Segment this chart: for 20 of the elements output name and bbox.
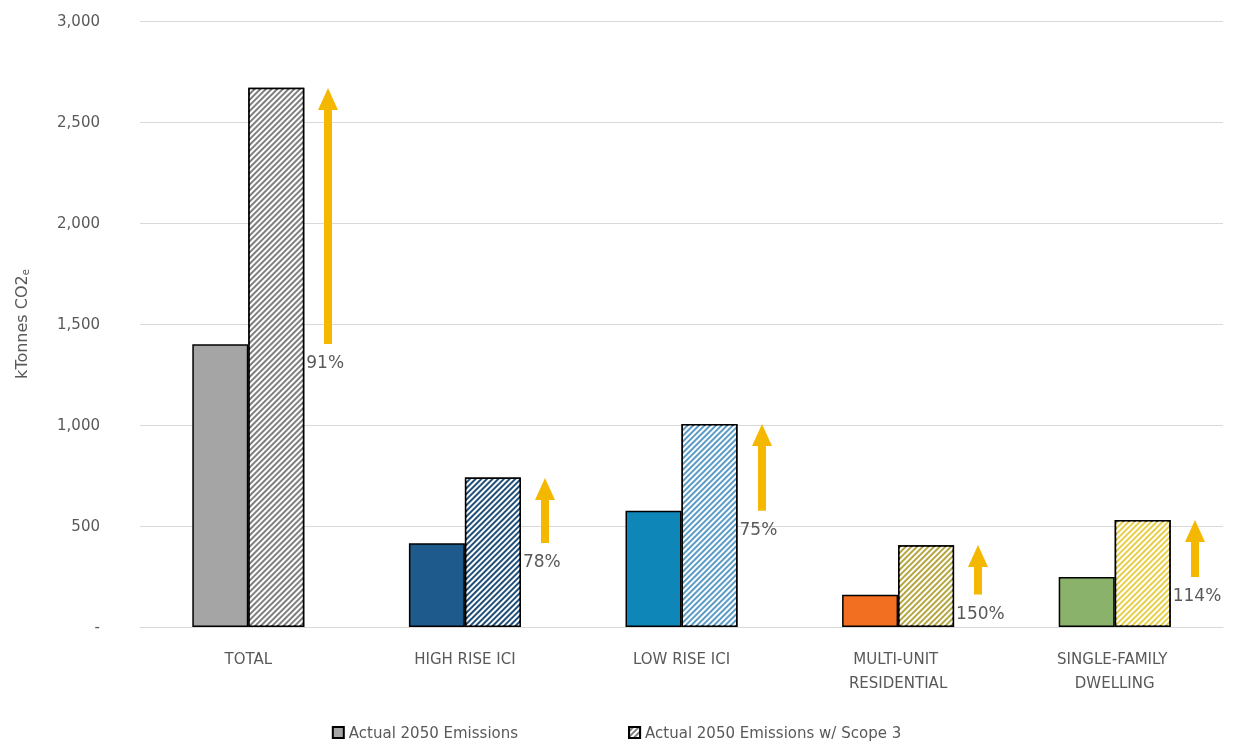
annotation: 78%	[522, 551, 561, 572]
y-tick-label: 500	[71, 517, 100, 535]
y-tick-label: 3,000	[57, 12, 100, 30]
annotation: 91%	[306, 352, 345, 373]
x-tick-label: SINGLE-FAMILY DWELLING	[1057, 650, 1173, 692]
y-tick-label: 2,500	[57, 113, 100, 131]
legend-label: Actual 2050 Emissions w/ Scope 3	[645, 723, 902, 742]
y-tick-label: 1,500	[57, 315, 100, 333]
x-tick-label: MULTI-UNIT RESIDENTIAL	[848, 650, 948, 692]
x-tick-label: LOW RISE ICI	[632, 650, 731, 668]
y-tick-label: -	[94, 618, 100, 636]
annotation: 150%	[956, 602, 1005, 623]
annotation: 75%	[739, 518, 778, 539]
y-axis-title: kTonnes CO2e	[11, 269, 31, 379]
legend-label: Actual 2050 Emissions	[348, 723, 519, 742]
annotation: 114%	[1172, 584, 1222, 605]
y-tick-label: 2,000	[57, 214, 100, 232]
x-tick-label: TOTAL	[223, 650, 273, 668]
x-tick-label: HIGH RISE ICI	[414, 650, 516, 668]
y-tick-label: 1,000	[57, 416, 100, 434]
